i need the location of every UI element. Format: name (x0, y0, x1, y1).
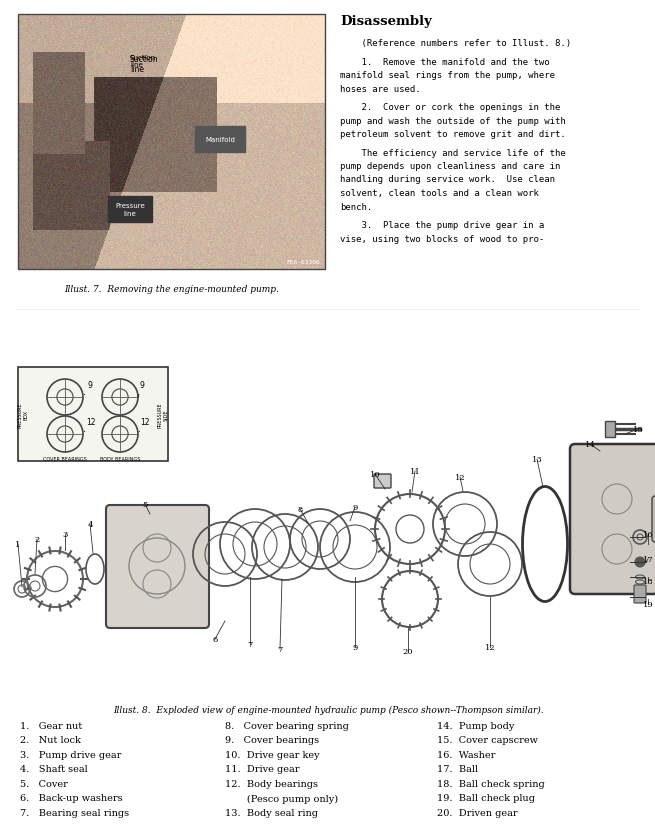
Text: 16: 16 (643, 531, 653, 538)
Text: Pressure
line: Pressure line (115, 203, 145, 216)
Text: bench.: bench. (340, 202, 372, 211)
Text: PRESSURE
SIDE: PRESSURE SIDE (158, 402, 168, 427)
Text: 7: 7 (248, 640, 253, 648)
Text: 10.  Drive gear key: 10. Drive gear key (225, 750, 320, 759)
Text: 14: 14 (584, 440, 595, 449)
Text: COVER BEARINGS: COVER BEARINGS (43, 456, 87, 461)
Text: petroleum solvent to remove grit and dirt.: petroleum solvent to remove grit and dir… (340, 130, 566, 139)
Text: 6: 6 (212, 635, 217, 643)
Text: 7: 7 (277, 645, 283, 653)
Text: Suction
line: Suction line (130, 55, 157, 68)
Text: 20.  Driven gear: 20. Driven gear (437, 808, 517, 817)
FancyBboxPatch shape (570, 445, 655, 595)
Text: 9: 9 (352, 643, 358, 651)
Text: 10: 10 (369, 470, 381, 479)
Text: Illust. 8.  Exploded view of engine-mounted hydraulic pump (Pesco shown--Thompso: Illust. 8. Exploded view of engine-mount… (113, 705, 543, 715)
Text: vise, using two blocks of wood to pro-: vise, using two blocks of wood to pro- (340, 234, 544, 243)
Text: 9: 9 (138, 381, 145, 397)
Text: 1: 1 (15, 541, 21, 548)
Text: 4: 4 (87, 520, 93, 528)
Text: 6.   Back-up washers: 6. Back-up washers (20, 793, 122, 802)
Text: 9: 9 (352, 503, 358, 512)
Text: FEA-63306: FEA-63306 (286, 260, 320, 265)
Text: 19: 19 (643, 600, 654, 609)
Text: Manifold: Manifold (205, 137, 235, 142)
Text: handling during service work.  Use clean: handling during service work. Use clean (340, 176, 555, 185)
FancyBboxPatch shape (106, 505, 209, 628)
Text: 11: 11 (409, 468, 421, 475)
Bar (18, 368, 168, 461)
FancyBboxPatch shape (374, 474, 391, 489)
Text: PRESSURE
BOX: PRESSURE BOX (18, 402, 28, 427)
Text: 17.  Ball: 17. Ball (437, 764, 478, 773)
Text: 12: 12 (84, 417, 96, 432)
FancyBboxPatch shape (652, 497, 655, 542)
Text: 16.  Washer: 16. Washer (437, 750, 495, 759)
FancyBboxPatch shape (605, 421, 615, 437)
Text: (Reference numbers refer to Illust. 8.): (Reference numbers refer to Illust. 8.) (340, 39, 571, 48)
Text: 8.   Cover bearing spring: 8. Cover bearing spring (225, 721, 349, 730)
Text: manifold seal rings from the pump, where: manifold seal rings from the pump, where (340, 71, 555, 80)
Text: Illust. 7.  Removing the engine-mounted pump.: Illust. 7. Removing the engine-mounted p… (64, 285, 279, 294)
Text: 18: 18 (643, 577, 654, 585)
Text: hoses are used.: hoses are used. (340, 84, 421, 94)
Circle shape (635, 557, 645, 567)
Text: 3.   Pump drive gear: 3. Pump drive gear (20, 750, 121, 759)
Text: 15.  Cover capscrew: 15. Cover capscrew (437, 735, 538, 744)
Text: 19.  Ball check plug: 19. Ball check plug (437, 793, 535, 802)
Text: 4.   Shaft seal: 4. Shaft seal (20, 764, 88, 773)
Text: 20: 20 (403, 647, 413, 655)
Text: 13.  Body seal ring: 13. Body seal ring (225, 808, 318, 817)
Text: pump and wash the outside of the pump with: pump and wash the outside of the pump wi… (340, 117, 566, 125)
Bar (18, 15, 325, 270)
Text: Suction
line: Suction line (130, 55, 159, 75)
Text: 2: 2 (34, 536, 39, 543)
Text: 1.   Gear nut: 1. Gear nut (20, 721, 83, 730)
Text: The efficiency and service life of the: The efficiency and service life of the (340, 148, 566, 157)
Text: 9.   Cover bearings: 9. Cover bearings (225, 735, 319, 744)
Text: 11.  Drive gear: 11. Drive gear (225, 764, 299, 773)
Text: Disassembly: Disassembly (340, 15, 432, 28)
Text: BODY BEARINGS: BODY BEARINGS (100, 456, 140, 461)
Text: 8: 8 (297, 505, 303, 513)
Text: 15: 15 (633, 426, 643, 434)
Text: 1.  Remove the manifold and the two: 1. Remove the manifold and the two (340, 57, 550, 66)
Text: 9: 9 (84, 381, 93, 395)
FancyBboxPatch shape (634, 585, 646, 604)
Text: 12.  Body bearings: 12. Body bearings (225, 779, 318, 788)
Text: 12: 12 (140, 417, 149, 432)
Text: 12: 12 (485, 643, 495, 651)
Text: 14.  Pump body: 14. Pump body (437, 721, 514, 730)
Text: 5.   Cover: 5. Cover (20, 779, 68, 788)
Text: 13: 13 (532, 455, 542, 464)
Text: solvent, clean tools and a clean work: solvent, clean tools and a clean work (340, 189, 539, 198)
Text: 2.   Nut lock: 2. Nut lock (20, 735, 81, 744)
Text: 3: 3 (62, 531, 67, 538)
Text: 2.  Cover or cork the openings in the: 2. Cover or cork the openings in the (340, 103, 561, 112)
Text: 17: 17 (643, 556, 654, 563)
Text: 18.  Ball check spring: 18. Ball check spring (437, 779, 545, 788)
Text: (Pesco pump only): (Pesco pump only) (225, 793, 338, 802)
Text: pump depends upon cleanliness and care in: pump depends upon cleanliness and care i… (340, 161, 561, 171)
Text: 12: 12 (455, 474, 465, 481)
Text: 7.   Bearing seal rings: 7. Bearing seal rings (20, 808, 129, 817)
Text: 5: 5 (142, 500, 147, 508)
Text: 3.  Place the pump drive gear in a: 3. Place the pump drive gear in a (340, 221, 544, 229)
